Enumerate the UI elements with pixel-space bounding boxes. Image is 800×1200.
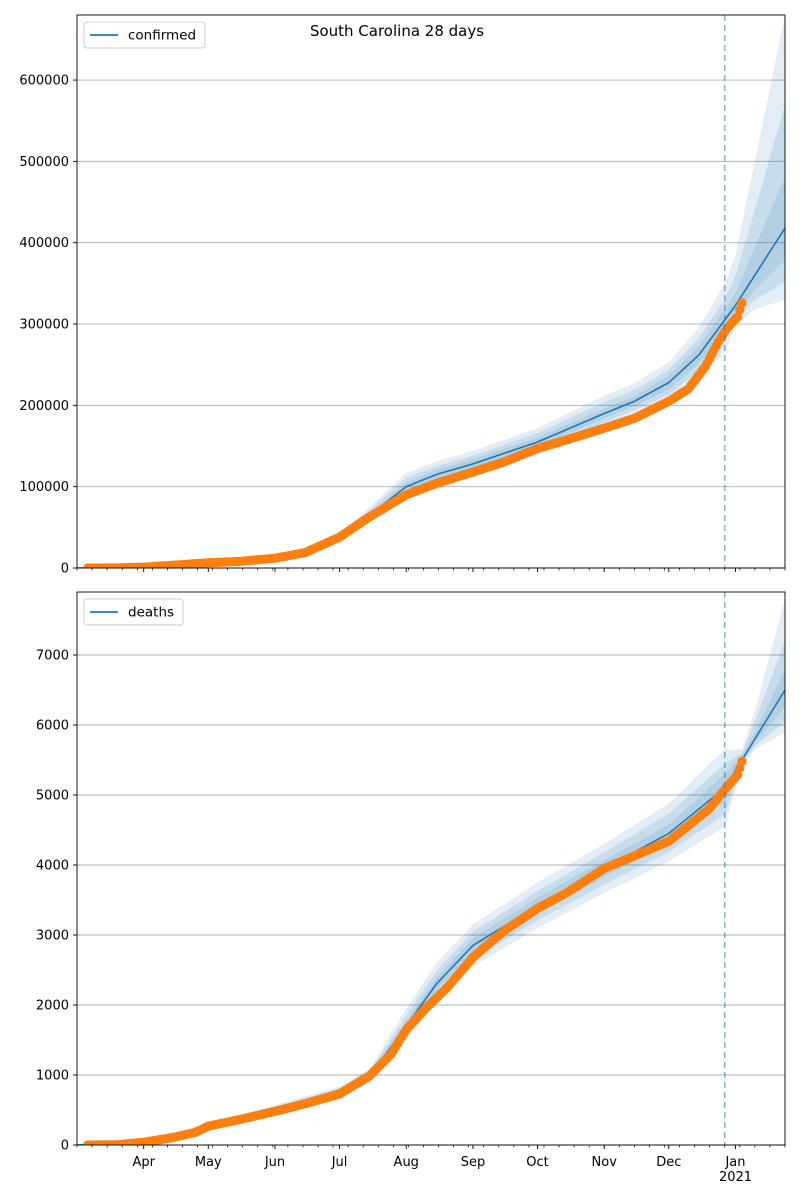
y-tick-label: 400000 bbox=[19, 236, 69, 251]
confirmed-panel: 0 100000 200000 300000 400000 500000 600000 con… bbox=[19, 14, 786, 577]
deaths-panel: 0 1000 2000 3000 4000 5000 6000 7000 Apr May Jun Ju… bbox=[36, 591, 786, 1185]
confidence-band bbox=[77, 104, 785, 568]
plot-area bbox=[77, 15, 785, 568]
model-line bbox=[77, 689, 785, 1145]
y-tick-label: 2000 bbox=[36, 999, 69, 1014]
y-tick-label: 600000 bbox=[19, 74, 69, 89]
confidence-band bbox=[77, 641, 785, 1145]
y-tick-label: 5000 bbox=[36, 789, 69, 804]
axes-frame bbox=[76, 591, 786, 1146]
legend-label: deaths bbox=[128, 605, 174, 621]
axes-frame bbox=[76, 14, 786, 569]
y-tick-label: 100000 bbox=[19, 480, 69, 495]
confidence-band bbox=[77, 669, 785, 1145]
x-tick-label: Jun bbox=[264, 1155, 285, 1170]
x-tick-label: 2021 bbox=[719, 1170, 752, 1185]
y-tick-label: 500000 bbox=[19, 155, 69, 170]
confidence-band bbox=[77, 599, 785, 1145]
x-tick-label: Sep bbox=[461, 1155, 486, 1170]
observed-point bbox=[733, 312, 743, 322]
figure-title: South Carolina 28 days bbox=[310, 22, 484, 40]
y-tick-label: 7000 bbox=[36, 649, 69, 664]
y-tick-label: 6000 bbox=[36, 719, 69, 734]
x-tick-label: Jan bbox=[724, 1155, 745, 1170]
y-tick-label: 300000 bbox=[19, 318, 69, 333]
observed-point bbox=[735, 305, 745, 315]
y-tick-label: 4000 bbox=[36, 859, 69, 874]
legend: deaths bbox=[83, 598, 184, 626]
y-tick-label: 3000 bbox=[36, 929, 69, 944]
legend: confirmed bbox=[83, 21, 206, 49]
x-tick-label: May bbox=[195, 1155, 222, 1170]
legend-box bbox=[83, 598, 184, 626]
x-tick-label: Apr bbox=[132, 1155, 155, 1170]
x-tick-label: Aug bbox=[394, 1155, 419, 1170]
y-tick-label: 0 bbox=[61, 562, 69, 577]
x-tick-label: Nov bbox=[592, 1155, 618, 1170]
legend-box bbox=[83, 21, 206, 49]
y-tick-label: 0 bbox=[61, 1139, 69, 1154]
y-tick-label: 200000 bbox=[19, 399, 69, 414]
legend-label: confirmed bbox=[128, 28, 196, 44]
plot-area bbox=[77, 599, 785, 1145]
observed-point bbox=[737, 298, 747, 308]
x-tick-label: Dec bbox=[656, 1155, 681, 1170]
observed-point bbox=[737, 756, 747, 767]
x-tick-label: Jul bbox=[331, 1155, 348, 1170]
y-tick-label: 1000 bbox=[36, 1069, 69, 1084]
x-tick-label: Oct bbox=[526, 1155, 548, 1170]
